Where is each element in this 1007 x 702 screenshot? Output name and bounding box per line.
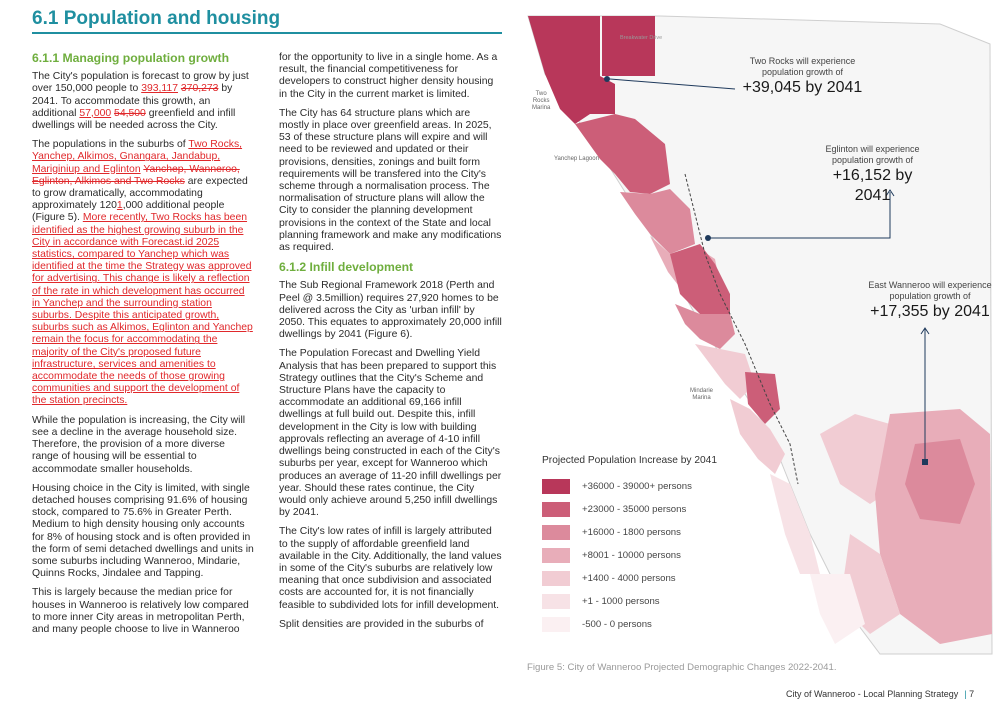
paragraph-housing-choice: Housing choice in the City is limited, w… xyxy=(32,482,254,580)
place-label-mindarie-marina: Mindarie Marina xyxy=(690,388,714,401)
text-run: by 2041. To accommodate this growth, an … xyxy=(32,83,233,119)
legend-rows: +36000 - 39000+ persons +23000 - 35000 pe… xyxy=(542,475,762,636)
legend-swatch xyxy=(542,571,570,586)
text-column-1: 6.1.1 Managing population growth The Cit… xyxy=(32,52,254,643)
region-yanchep xyxy=(575,114,670,194)
callout-two-rocks: Two Rocks will experience population gro… xyxy=(735,56,870,98)
text-run: The City's population is forecast to gro… xyxy=(32,71,249,95)
legend-row: +1 - 1000 persons xyxy=(542,590,762,613)
inserted-text: Two Rocks, Yanchep, Alkimos, Gnangara, J… xyxy=(32,139,243,175)
legend-swatch xyxy=(542,502,570,517)
legend-swatch xyxy=(542,548,570,563)
footer-text: City of Wanneroo - Local Planning Strate… xyxy=(786,689,959,699)
population-map xyxy=(520,14,1000,659)
legend-swatch xyxy=(542,617,570,632)
callout-value: +39,045 by 2041 xyxy=(742,79,863,96)
inserted-text: 393,117 xyxy=(141,83,178,95)
region-two-rocks-north xyxy=(602,16,655,76)
footer-separator: | xyxy=(964,689,967,699)
page-number: 7 xyxy=(969,689,975,699)
text-run: greenfield and infill dwellings will be … xyxy=(32,107,236,132)
page-title: 6.1 Population and housing xyxy=(32,8,281,29)
paragraph-suburb-growth: The populations in the suburbs of Two Ro… xyxy=(32,139,254,407)
inserted-text: 1 xyxy=(116,200,123,212)
legend-label: +36000 - 39000+ persons xyxy=(582,481,692,492)
legend-swatch xyxy=(542,594,570,609)
paragraph-sub-regional: The Sub Regional Framework 2018 (Perth a… xyxy=(279,280,502,341)
region-two-rocks xyxy=(528,16,615,124)
callout-value: +17,355 by 2041 xyxy=(870,303,990,320)
deleted-text: 54,500 xyxy=(114,107,146,119)
leader-eglinton xyxy=(710,192,891,239)
text-run: ,000 additional people (Figure 5). xyxy=(32,200,225,224)
deleted-text: 370,273 xyxy=(180,83,219,95)
figure-caption: Figure 5: City of Wanneroo Projected Dem… xyxy=(527,662,837,673)
page-footer: City of Wanneroo - Local Planning Strate… xyxy=(786,689,974,699)
paragraph-structure-plans: The City has 64 structure plans which ar… xyxy=(279,107,502,254)
legend-label: +1 - 1000 persons xyxy=(582,596,660,607)
paragraph-split-densities: Split densities are provided in the subu… xyxy=(279,618,484,630)
legend-label: -500 - 0 persons xyxy=(582,619,652,630)
legend-label: +8001 - 10000 persons xyxy=(582,550,681,561)
legend-row: +36000 - 39000+ persons xyxy=(542,475,762,498)
inserted-text: More recently, Two Rocks has been identi… xyxy=(32,212,253,407)
place-label-yanchep-lagoon: Yanchep Lagoon xyxy=(554,156,599,162)
legend-row: -500 - 0 persons xyxy=(542,613,762,636)
legend-label: +16000 - 1800 persons xyxy=(582,527,681,538)
legend-row: +23000 - 35000 persons xyxy=(542,498,762,521)
region-mindarie xyxy=(810,574,865,644)
place-label-two-rocks-marina: Two Rocks Marina xyxy=(532,91,551,111)
region-butler xyxy=(745,372,780,424)
arrow-eglinton xyxy=(885,189,895,197)
paragraph-median-price: This is largely because the median price… xyxy=(32,587,249,635)
marker-east-wanneroo xyxy=(922,459,928,465)
title-rule xyxy=(32,32,502,34)
paragraph-population-forecast: The City's population is forecast to gro… xyxy=(32,71,254,132)
inserted-text: 57,000 xyxy=(79,107,112,119)
text-column-2: for the opportunity to live in a single … xyxy=(279,52,503,638)
legend-title: Projected Population Increase by 2041 xyxy=(542,455,718,466)
map-legend: Projected Population Increase by 2041 +3… xyxy=(542,455,762,636)
callout-text: Two Rocks will experience population gro… xyxy=(749,56,856,77)
leader-two-rocks xyxy=(609,78,736,90)
callout-east-wanneroo: East Wanneroo will experience population… xyxy=(865,280,995,322)
paragraph-household-size: While the population is increasing, the … xyxy=(32,414,246,475)
callout-text: East Wanneroo will experience population… xyxy=(868,280,992,301)
map-graphic xyxy=(527,15,993,655)
section-heading-infill: 6.1.2 Infill development xyxy=(279,260,414,275)
region-yanchep-south xyxy=(620,189,695,254)
section-heading-managing-population: 6.1.1 Managing population growth xyxy=(32,51,230,65)
legend-swatch xyxy=(542,479,570,494)
legend-label: +23000 - 35000 persons xyxy=(582,504,687,515)
text-run: The populations in the suburbs of xyxy=(32,139,189,151)
callout-value: +16,152 by 2041 xyxy=(832,167,913,204)
region-quinns xyxy=(770,474,820,574)
road-label: Breakwater Drive xyxy=(620,35,663,41)
region-eglinton xyxy=(670,244,730,314)
region-jindalee xyxy=(695,344,755,399)
region-clarkson xyxy=(730,399,785,474)
legend-swatch xyxy=(542,525,570,540)
deleted-text: Yanchep, Wanneroo, Eglinton, Alkimos and… xyxy=(32,163,240,187)
marker-two-rocks xyxy=(604,76,610,82)
marker-eglinton xyxy=(705,235,711,241)
legend-row: +16000 - 1800 persons xyxy=(542,521,762,544)
region-alkimos xyxy=(675,304,735,349)
legend-row: +8001 - 10000 persons xyxy=(542,544,762,567)
legend-label: +1400 - 4000 persons xyxy=(582,573,676,584)
callout-text: Eglinton will experience population grow… xyxy=(825,144,920,165)
paragraph-single-home: for the opportunity to live in a single … xyxy=(279,52,498,100)
legend-row: +1400 - 4000 persons xyxy=(542,567,762,590)
callout-eglinton: Eglinton will experience population grow… xyxy=(815,144,930,206)
text-run: are expected to grow dramatically, accom… xyxy=(32,175,248,212)
paragraph-dwelling-yield: The Population Forecast and Dwelling Yie… xyxy=(279,348,502,519)
arrow-east-wanneroo xyxy=(920,327,930,335)
paragraph-low-infill: The City's low rates of infill is largel… xyxy=(279,526,502,611)
